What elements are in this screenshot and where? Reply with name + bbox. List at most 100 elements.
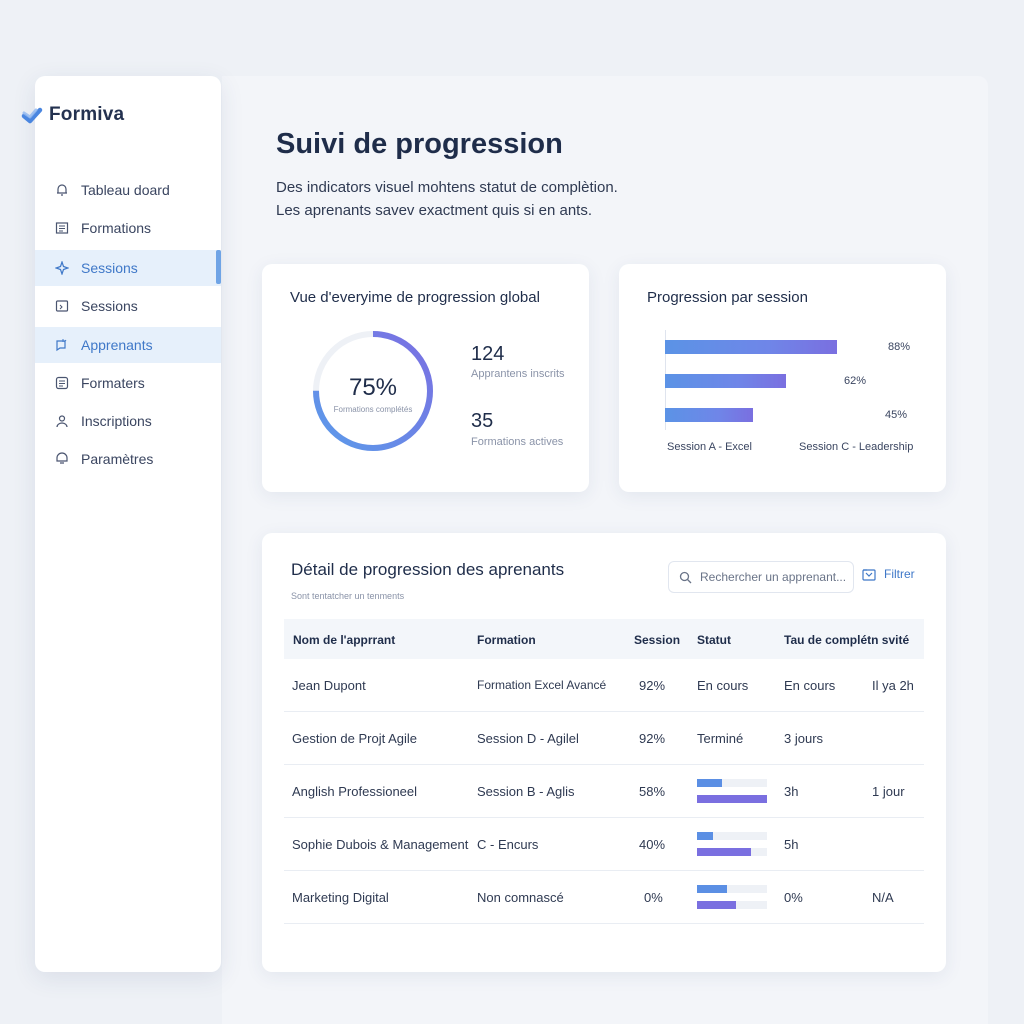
- sidebar-item-label: Tableau doard: [81, 182, 170, 198]
- stat-inscrits-value: 124: [471, 343, 505, 365]
- cell-status: En cours: [697, 678, 749, 693]
- session-chart-card: Progression par session 88% 62% 45% Sessio…: [619, 264, 946, 492]
- progress-track: [697, 832, 767, 840]
- cell-formation: Session D - Agilel: [477, 731, 579, 746]
- settings-icon: [55, 452, 69, 466]
- progress-bars: [697, 832, 767, 858]
- column-header-completion[interactable]: Tau de complétn svité: [784, 633, 910, 647]
- progress-track: [697, 779, 767, 787]
- chart-title: Progression par session: [647, 289, 808, 306]
- bar-fill-1: [665, 374, 786, 388]
- calendar-icon: [55, 299, 69, 313]
- cell-percent: 58%: [639, 784, 666, 799]
- cell-formation: Formation Excel Avancé: [477, 678, 607, 692]
- stat-inscrits-label: Apprantens inscrits: [471, 368, 565, 380]
- table-header: Nom de l'apprrant Formation Session Stat…: [284, 619, 924, 659]
- table-row[interactable]: Sophie Dubois & Management C - Encurs 40…: [284, 818, 924, 871]
- sidebar-item-label: Inscriptions: [81, 413, 152, 429]
- progress-fill: [697, 779, 722, 787]
- cell-activity: Il ya 2h: [872, 678, 914, 693]
- bar-2: [665, 408, 753, 422]
- axis-label-last: Session C - Leadership: [799, 441, 914, 453]
- cell-activity: N/A: [872, 890, 894, 905]
- cell-name: Anglish Professioneel: [292, 784, 418, 799]
- progress-bars: [697, 779, 767, 805]
- cell-percent: 92%: [639, 678, 666, 693]
- bar-value-label-0: 88%: [888, 341, 911, 353]
- table-row[interactable]: Marketing Digital Non comnascé 0% 0% N/A: [284, 871, 924, 924]
- filter-button[interactable]: Filtrer: [862, 567, 915, 581]
- filter-icon: [862, 568, 876, 581]
- sidebar-item-apprenants[interactable]: Apprenants: [35, 327, 221, 363]
- progress-track: [697, 848, 767, 856]
- table-subtitle: Sont tentatcher un tenments: [291, 591, 405, 601]
- bar-value-label-2: 45%: [885, 409, 908, 421]
- chat-icon: [55, 338, 69, 352]
- page-subtitle: Des indicators visuel mohtens statut de …: [276, 176, 618, 222]
- cell-name: Marketing Digital: [292, 890, 389, 905]
- cell-status: Terminé: [697, 731, 744, 746]
- user-icon: [55, 414, 69, 428]
- sidebar-item-formaters[interactable]: Formaters: [35, 365, 221, 401]
- bar-fill-2: [665, 408, 753, 422]
- progress-fill: [697, 795, 767, 803]
- sidebar: [35, 76, 221, 972]
- sidebar-item-label: Paramètres: [81, 451, 154, 467]
- cell-completion: 3 jours: [784, 731, 824, 746]
- donut-arc: [313, 331, 433, 451]
- sidebar-item-label: Apprenants: [81, 337, 153, 353]
- table-row[interactable]: Jean Dupont Formation Excel Avancé 92% E…: [284, 659, 924, 712]
- progress-track: [697, 885, 767, 893]
- bar-fill-0: [665, 340, 837, 354]
- search-input[interactable]: [700, 570, 848, 584]
- formiva-logo-icon: [21, 107, 43, 124]
- column-header-formation[interactable]: Formation: [477, 633, 536, 647]
- page-title: Suivi de progression: [276, 128, 563, 160]
- column-header-statut[interactable]: Statut: [697, 633, 731, 647]
- cell-percent: 40%: [639, 837, 666, 852]
- progress-donut: 75% Formations complétés: [310, 328, 436, 454]
- search-box[interactable]: [668, 561, 854, 593]
- column-header-name[interactable]: Nom de l'apprrant: [293, 633, 396, 647]
- sidebar-item-sessions-active[interactable]: Sessions: [35, 250, 221, 286]
- axis-label-first: Session A - Excel: [667, 441, 752, 453]
- sidebar-item-label: Formaters: [81, 375, 145, 391]
- cell-completion: 5h: [784, 837, 799, 852]
- cell-formation: Session B - Aglis: [477, 784, 575, 799]
- progress-fill: [697, 885, 728, 893]
- learners-table-card: Détail de progression des aprenants Sont…: [262, 533, 946, 972]
- cell-percent: 92%: [639, 731, 666, 746]
- bar-1: [665, 374, 786, 388]
- table-row[interactable]: Anglish Professioneel Session B - Aglis …: [284, 765, 924, 818]
- sidebar-item-parametres[interactable]: Paramètres: [35, 441, 221, 477]
- cell-completion: 0%: [784, 890, 803, 905]
- sidebar-item-sessions[interactable]: Sessions: [35, 288, 221, 324]
- progress-fill: [697, 848, 751, 856]
- filter-label: Filtrer: [884, 567, 915, 581]
- column-header-session[interactable]: Session: [634, 633, 681, 647]
- cell-completion: 3h: [784, 784, 799, 799]
- sidebar-item-formations[interactable]: Formations: [35, 210, 221, 246]
- bar-0: [665, 340, 837, 354]
- progress-track: [697, 901, 767, 909]
- sidebar-item-dashboard[interactable]: Tableau doard: [35, 172, 221, 208]
- sidebar-item-inscriptions[interactable]: Inscriptions: [35, 403, 221, 439]
- cell-activity: 1 jour: [872, 784, 905, 799]
- bar-value-label-1: 62%: [844, 375, 867, 387]
- table-title: Détail de progression des aprenants: [291, 560, 565, 579]
- progress-fill: [697, 832, 714, 840]
- subtitle-line-1: Des indicators visuel mohtens statut de …: [276, 179, 618, 196]
- table-row[interactable]: Gestion de Projt Agile Session D - Agile…: [284, 712, 924, 765]
- bell-icon: [55, 183, 69, 197]
- brand[interactable]: Formiva: [21, 104, 124, 126]
- stat-actives-label: Formations actives: [471, 436, 564, 448]
- brand-name: Formiva: [49, 104, 125, 125]
- donut-chart: [313, 331, 433, 451]
- stat-actives-value: 35: [471, 410, 494, 432]
- progress-fill: [697, 901, 736, 909]
- sidebar-item-label: Sessions: [81, 260, 138, 276]
- cell-percent: 0%: [644, 890, 663, 905]
- cell-name: Gestion de Projt Agile: [292, 731, 418, 746]
- overview-card: Vue d'everyime de progression global 75%…: [262, 264, 589, 492]
- sparkle-icon: [55, 261, 69, 275]
